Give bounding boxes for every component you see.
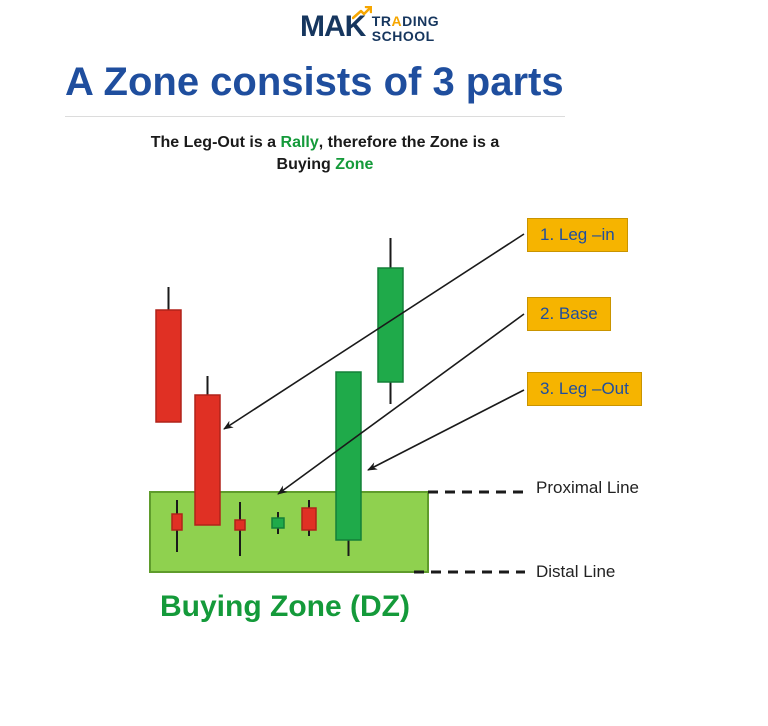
buying-zone-rect	[150, 492, 428, 572]
arrow-legin	[224, 234, 524, 429]
candle-body-base-2	[235, 520, 245, 530]
candle-body-base-1	[172, 514, 182, 530]
candle-body-legout-1	[336, 372, 361, 540]
candle-body-legin-1	[156, 310, 181, 422]
candle-body-legin-2	[195, 395, 220, 525]
candle-body-base-4	[302, 508, 316, 530]
candle-body-base-3	[272, 518, 284, 528]
candle-body-legout-2	[378, 268, 403, 382]
zone-diagram	[0, 0, 768, 726]
